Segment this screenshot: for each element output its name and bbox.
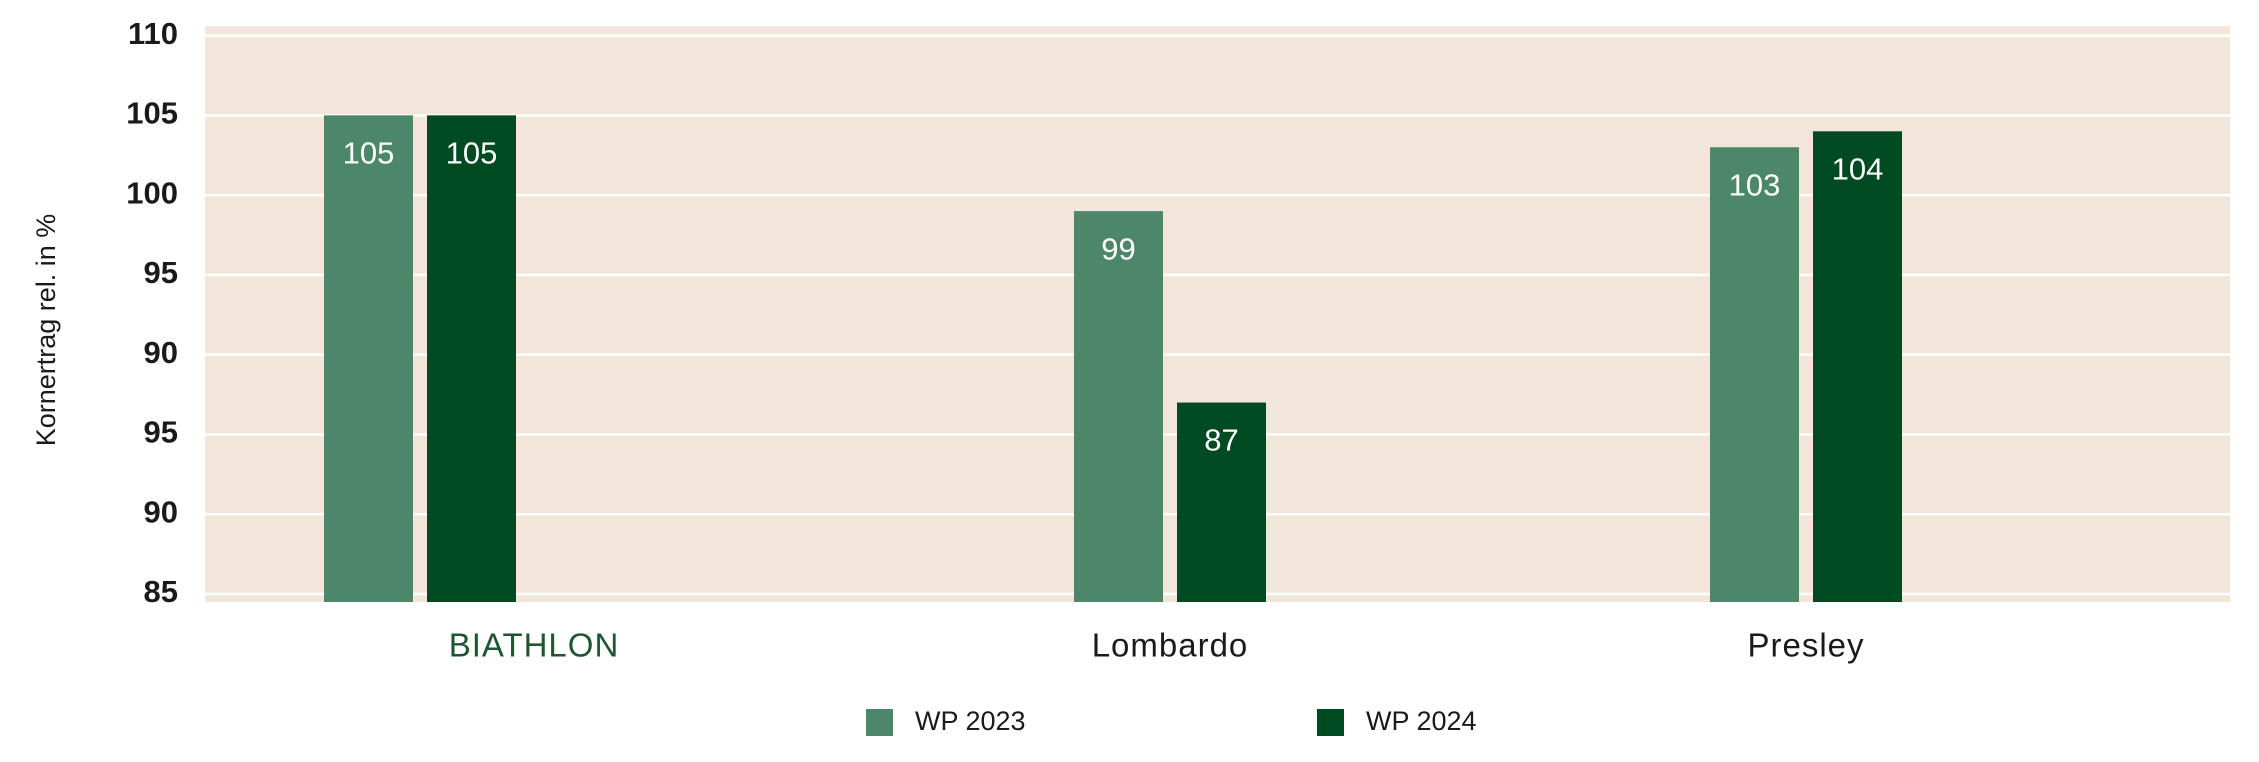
legend-swatch [866,709,893,736]
legend-label: WP 2023 [915,706,1026,736]
value-label: 105 [343,136,395,171]
bar [1074,211,1163,602]
y-tick-label: 90 [144,494,178,529]
y-tick-label: 95 [144,255,178,290]
bar [1710,147,1799,602]
y-tick-label: 90 [144,335,178,370]
value-label: 105 [446,136,498,171]
bar [324,115,413,602]
y-tick-label: 110 [128,16,178,51]
y-tick-label: 95 [144,415,178,450]
y-tick-label: 85 [144,574,178,609]
bar [1813,131,1902,602]
value-label: 104 [1832,151,1884,186]
bar [1177,402,1266,602]
legend-swatch [1317,709,1344,736]
legend-label: WP 2024 [1366,706,1477,736]
x-tick-label: Lombardo [1092,627,1249,664]
x-tick-label: BIATHLON [449,627,620,664]
value-label: 99 [1101,231,1135,266]
value-label: 103 [1729,167,1781,202]
bar [427,115,516,602]
y-axis-label: Kornertrag rel. in % [31,214,61,447]
y-tick-label: 100 [126,175,178,210]
x-tick-label: Presley [1747,627,1864,664]
value-label: 87 [1204,423,1238,458]
y-tick-label: 105 [126,96,178,131]
